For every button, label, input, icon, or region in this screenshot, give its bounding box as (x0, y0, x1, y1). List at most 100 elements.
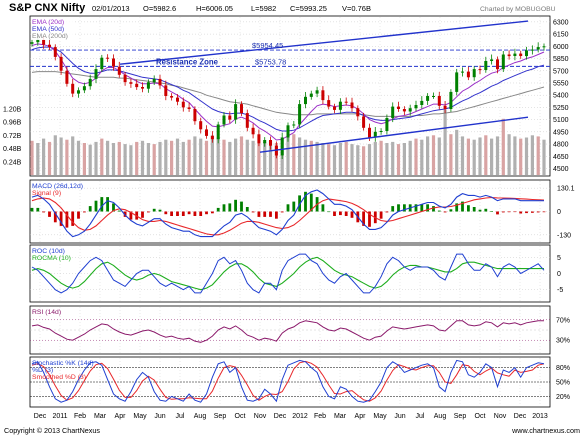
candle-body (437, 96, 441, 106)
volume-bar (513, 136, 517, 175)
x-tick-label: Dec (514, 413, 527, 420)
macd-histogram-bar (71, 211, 75, 226)
legend-stoch-smoothed: Smoothed %D (3) (32, 374, 86, 381)
legend-rocma: ROCMA (10) (32, 255, 71, 262)
macd-histogram-bar (292, 201, 296, 212)
candle-body (65, 70, 69, 84)
legend-stoch-k: Stochastic %K (14d) (32, 360, 94, 367)
candle-body (315, 90, 319, 94)
macd-histogram-bar (59, 211, 63, 226)
candle-body (36, 39, 40, 43)
macd-histogram-bar (507, 211, 511, 213)
x-tick-label: May (133, 413, 147, 420)
macd-histogram-bar (519, 211, 523, 214)
x-tick-label: Feb (74, 413, 86, 420)
macd-histogram-bar (344, 211, 348, 216)
volume-bar (239, 136, 244, 175)
macd-tick-label: -130 (557, 232, 571, 239)
stochastic-grid (30, 358, 550, 406)
candle-body (466, 71, 470, 78)
macd-histogram-bar (170, 211, 173, 216)
macd-histogram-bar (251, 211, 255, 213)
macd-histogram-bar (42, 211, 45, 213)
stochastic-tick-label: 80% (556, 365, 570, 372)
volume-bar (501, 118, 505, 176)
candle-body (321, 90, 325, 101)
volume-bar (367, 144, 372, 175)
macd-histogram-bar (199, 211, 203, 216)
volume-bar (210, 135, 214, 175)
macd-histogram-bar (368, 211, 371, 227)
macd-histogram-bar (432, 206, 435, 212)
volume-bar (228, 141, 232, 175)
candle-body (240, 104, 243, 114)
volume-bar (373, 141, 377, 175)
candle-body (420, 100, 424, 105)
volume-bar (391, 141, 395, 175)
candle-body (513, 53, 517, 56)
rsi-y-axis: 70% 30% (556, 317, 570, 344)
volume-bar (472, 139, 476, 175)
rsi-tick-label: 70% (556, 317, 570, 324)
price-tick-label: 5850 (553, 56, 569, 63)
volume-bar (71, 136, 75, 175)
macd-histogram-bar (280, 211, 284, 213)
volume-bar (94, 141, 98, 175)
stochastic-tick-label: 50% (556, 380, 570, 387)
volume-bar (47, 141, 52, 175)
roc-tick-label: -5 (557, 287, 563, 294)
macd-histogram-bar (187, 211, 191, 215)
price-tick-label: 4650 (553, 154, 569, 161)
macd-histogram-bar (467, 205, 470, 212)
volume-bar (65, 139, 69, 175)
volume-bar (100, 138, 104, 175)
candle-body (48, 44, 51, 48)
volume-tick-label: 0.96B (3, 120, 22, 127)
volume-bar (268, 140, 273, 175)
candle-body (519, 53, 523, 56)
volume-bar (478, 137, 482, 175)
x-tick-label: Mar (94, 413, 107, 420)
candle-body (257, 134, 261, 144)
rsi-grid (30, 307, 550, 353)
price-candles (30, 35, 546, 159)
stochastic-lines (31, 359, 545, 403)
candle-body (530, 49, 534, 51)
candle-body (344, 101, 348, 103)
macd-histogram-bar (222, 204, 226, 212)
candle-body (449, 91, 453, 109)
candle-body (484, 61, 488, 70)
candle-body (379, 131, 383, 132)
macd-histogram-bar (321, 204, 325, 212)
macd-histogram-bar (461, 201, 464, 212)
volume-bar (455, 129, 459, 175)
candle-body (269, 140, 272, 146)
candle-body (77, 90, 80, 94)
symbol-title: S&P CNX Nifty (9, 2, 86, 14)
volume-bar (204, 140, 209, 175)
volume-bar (257, 143, 261, 175)
candle-body (228, 115, 232, 120)
x-tick-label: 2013 (532, 413, 548, 420)
candle-body (298, 104, 302, 125)
candle-body (53, 47, 57, 57)
candle-body (408, 108, 412, 112)
candle-body (414, 105, 418, 109)
x-tick-label: Oct (235, 413, 246, 420)
roc-y-axis: 5 0 -5 (557, 255, 563, 294)
price-legend-box (31, 17, 75, 40)
macd-histogram-bar (531, 211, 534, 213)
price-tick-label: 5250 (553, 105, 569, 112)
resistance-zone-label: Resistance Zone (156, 57, 219, 66)
candle-body (170, 96, 174, 98)
volume-bar (519, 138, 523, 175)
x-axis: Dec 2011 Feb Mar Apr May Jun Jul Aug Sep Oct Nov Dec… (34, 413, 548, 420)
volume-bar (181, 141, 185, 175)
macd-histogram-bar (414, 204, 418, 212)
volume-bar (76, 140, 81, 175)
macd-histogram-bar (129, 211, 133, 220)
volume-bar (170, 140, 174, 175)
quote-close: C=5993.25 (290, 4, 327, 13)
macd-histogram-bar (379, 211, 383, 219)
volume-bar (420, 139, 424, 175)
